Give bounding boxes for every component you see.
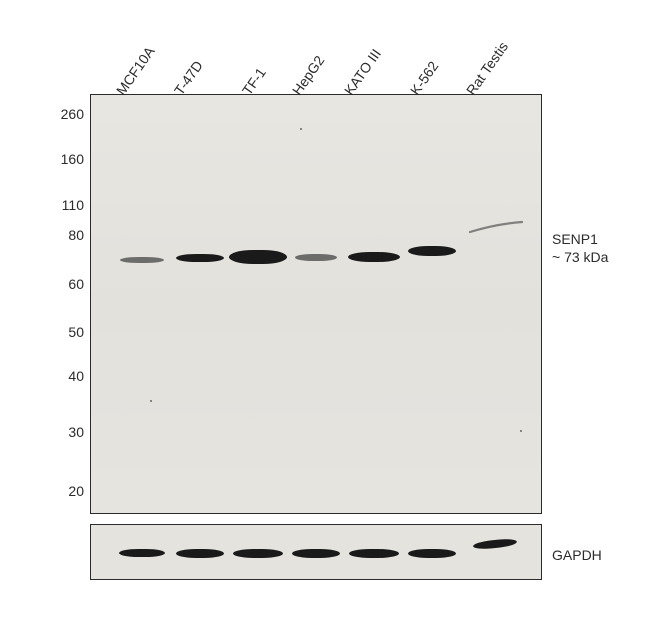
mw-marker: 160 <box>44 151 84 167</box>
gapdh-band-lane2 <box>176 549 224 558</box>
target-mw: ~ 73 kDa <box>552 249 608 265</box>
mw-marker: 260 <box>44 106 84 122</box>
senp1-band-lane3 <box>229 250 287 264</box>
main-blot-membrane <box>90 94 542 514</box>
mw-marker: 60 <box>44 276 84 292</box>
gapdh-band-lane6 <box>408 549 456 558</box>
gapdh-band-lane5 <box>349 549 399 558</box>
senp1-band-lane4 <box>295 254 337 261</box>
mw-marker: 80 <box>44 227 84 243</box>
senp1-band-lane5 <box>348 252 400 262</box>
lane-label: HepG2 <box>289 52 328 98</box>
lane-label: K-562 <box>407 58 442 98</box>
senp1-band-lane6 <box>408 246 456 256</box>
membrane-speck <box>520 430 522 432</box>
senp1-band-lane2 <box>176 254 224 262</box>
gapdh-band-lane1 <box>119 549 165 557</box>
gapdh-band-lane4 <box>292 549 340 558</box>
lane-label: KATO III <box>341 46 384 98</box>
gapdh-band-lane3 <box>233 549 283 558</box>
target-name: SENP1 <box>552 231 598 247</box>
loading-control-label: GAPDH <box>552 546 602 564</box>
lane-label: T-47D <box>171 58 206 98</box>
mw-marker: 20 <box>44 483 84 499</box>
lane-label: Rat Testis <box>463 39 511 98</box>
mw-marker: 40 <box>44 368 84 384</box>
mw-marker: 50 <box>44 324 84 340</box>
mw-marker: 30 <box>44 424 84 440</box>
membrane-speck <box>150 400 152 402</box>
blot-figure: 260 160 110 80 60 50 40 30 20 MCF10A T-4… <box>0 0 650 632</box>
mw-marker: 110 <box>44 197 84 213</box>
senp1-band-lane7 <box>468 218 524 236</box>
membrane-speck <box>300 128 302 130</box>
target-band-label: SENP1 ~ 73 kDa <box>552 230 608 266</box>
senp1-band-lane1 <box>120 257 164 263</box>
lane-label: MCF10A <box>113 44 158 98</box>
lane-label: TF-1 <box>239 65 269 98</box>
